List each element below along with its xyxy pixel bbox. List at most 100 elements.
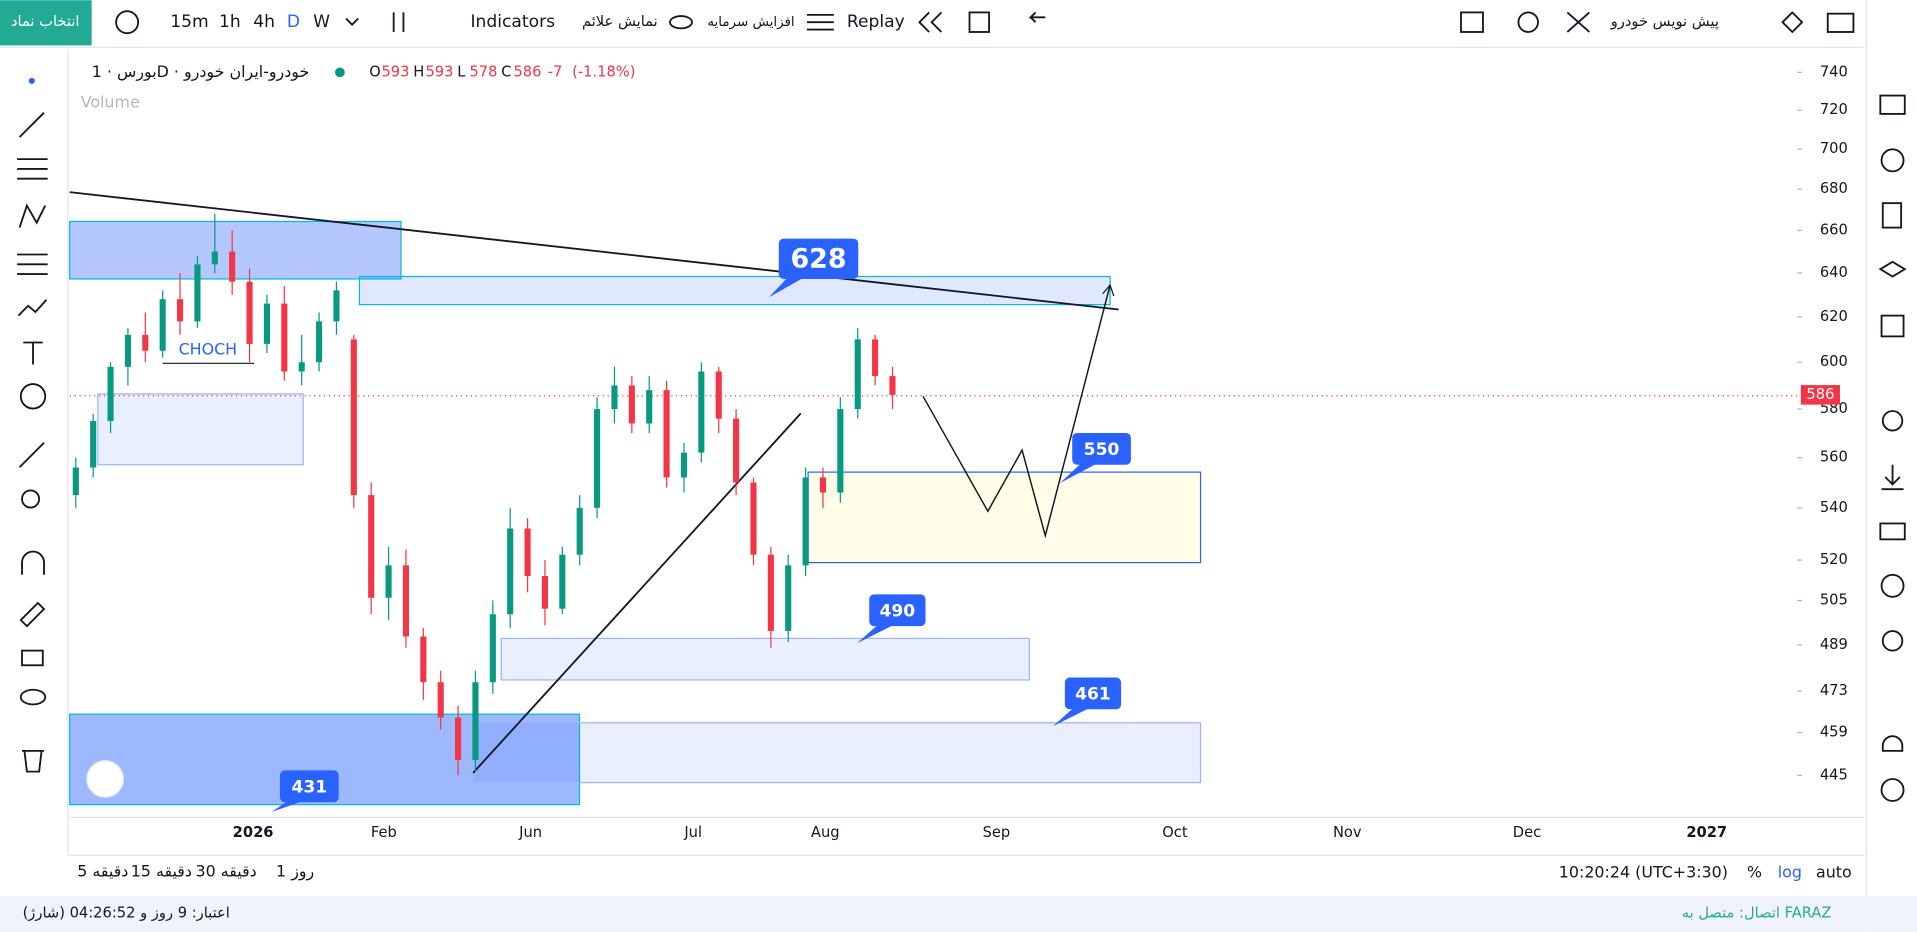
candle-body <box>750 482 757 555</box>
undo-icon[interactable] <box>1028 11 1046 23</box>
range-button[interactable]: 1 روز <box>276 861 314 881</box>
candle-body <box>72 467 79 496</box>
callout <box>1064 677 1122 710</box>
range-button[interactable]: 15 دقیقه <box>131 861 192 880</box>
layout-icon[interactable] <box>968 11 990 33</box>
signals-label[interactable]: نمایش علائم <box>582 13 658 30</box>
candle-body <box>177 299 184 322</box>
capital-label[interactable]: افزایش سرمایه <box>707 15 794 30</box>
top-icons <box>115 10 1855 35</box>
y-tick-label: 560 <box>1820 449 1848 466</box>
candle-body <box>368 495 375 598</box>
support-icon[interactable] <box>1880 778 1905 802</box>
range-button[interactable]: 5 دقیقه <box>77 861 128 880</box>
interval[interactable]: 4h <box>253 12 275 32</box>
symbol-button[interactable] <box>0 0 92 46</box>
alerts-icon[interactable] <box>1880 148 1905 173</box>
candle-body <box>246 281 253 344</box>
draft-label[interactable]: پیش نویس خودرو <box>1610 13 1719 30</box>
expand-icon[interactable] <box>1566 11 1590 33</box>
pattern-tool[interactable] <box>18 203 47 228</box>
candle-body <box>802 477 809 566</box>
zoom-tool[interactable] <box>21 489 41 509</box>
log-toggle[interactable]: log <box>1778 863 1802 882</box>
layers-icon[interactable] <box>1878 260 1907 278</box>
indicators-label[interactable]: Indicators <box>471 12 556 32</box>
news-icon[interactable] <box>1880 314 1905 338</box>
fib-tool[interactable] <box>17 158 48 180</box>
candle-body <box>889 376 896 395</box>
projection-tool[interactable] <box>17 299 48 317</box>
y-tick-label: 520 <box>1820 551 1848 568</box>
watchlist-icon[interactable] <box>1879 94 1906 115</box>
credit-status: اعتبار: 9 روز و 04:26:52 (شارژ) <box>23 904 230 921</box>
interval-dropdown[interactable] <box>345 17 359 26</box>
draw-lock-tool[interactable] <box>19 601 46 628</box>
range-button[interactable]: 30 دقیقه <box>195 861 256 880</box>
auto-toggle[interactable]: auto <box>1816 863 1852 882</box>
forecast-tool[interactable] <box>17 253 48 275</box>
interval[interactable]: 1h <box>219 12 241 32</box>
interval[interactable]: D <box>287 12 300 32</box>
snapshot-icon[interactable] <box>1826 12 1855 33</box>
candle-body <box>767 554 774 631</box>
percent-toggle[interactable]: % <box>1747 863 1762 882</box>
callout <box>1072 432 1131 465</box>
interval[interactable]: W <box>313 12 330 32</box>
card-icon[interactable] <box>1879 522 1906 541</box>
trend-tool[interactable] <box>18 112 45 138</box>
ohlc-value: 578 <box>469 63 497 80</box>
replay-label[interactable]: Replay <box>847 12 905 32</box>
hide-tool[interactable] <box>19 688 47 706</box>
user-icon[interactable] <box>1880 573 1905 598</box>
candle-body <box>819 477 827 493</box>
fullscreen-box-icon[interactable] <box>1460 11 1484 33</box>
volume-label: Volume <box>81 92 140 111</box>
share-icon[interactable] <box>1881 630 1904 652</box>
candle-body <box>594 409 601 508</box>
callout-label: 628 <box>790 243 846 274</box>
bell-icon[interactable] <box>1881 735 1904 752</box>
y-tick-label: 720 <box>1820 101 1848 118</box>
candle-body <box>211 251 218 265</box>
search-icon[interactable] <box>1517 11 1539 33</box>
change: -7 <box>548 63 563 80</box>
replay-icon[interactable] <box>918 11 943 33</box>
x-tick-label: Jul <box>683 824 702 841</box>
y-tick-label: 700 <box>1820 140 1848 157</box>
candle-body <box>472 682 479 760</box>
magnet-tool[interactable] <box>21 550 45 575</box>
download-icon[interactable] <box>1881 464 1904 491</box>
candle-body <box>698 371 705 453</box>
x-tick-label: Jun <box>518 824 542 841</box>
trend-line <box>472 412 802 774</box>
lock-tool[interactable] <box>21 649 44 667</box>
y-tick-label: 445 <box>1820 766 1848 783</box>
emoji-tool[interactable] <box>19 383 47 410</box>
interval[interactable]: 15m <box>170 12 208 32</box>
notes-icon[interactable] <box>1881 202 1903 229</box>
symbol-button-label[interactable]: انتخاب نماد <box>11 13 80 30</box>
zone <box>69 220 402 280</box>
zone <box>358 275 1111 306</box>
candle-body <box>854 339 861 410</box>
settings-top-icon[interactable] <box>1781 11 1804 34</box>
ruler-tool[interactable] <box>18 442 45 468</box>
callout <box>869 594 926 627</box>
candle-body <box>611 385 618 410</box>
signals-icon[interactable] <box>669 15 693 30</box>
cursor-tool[interactable] <box>28 77 35 84</box>
add-symbol-icon[interactable] <box>115 10 140 35</box>
status-bar <box>0 896 1917 932</box>
text-tool[interactable] <box>23 341 43 365</box>
y-tick-label: 505 <box>1820 591 1848 608</box>
trash-tool[interactable] <box>22 749 45 773</box>
chart-type-icon[interactable] <box>392 12 405 32</box>
callout <box>778 238 859 279</box>
ohlc-key: O <box>369 63 381 80</box>
settings-icon[interactable] <box>1881 410 1904 432</box>
capital-icon[interactable] <box>806 13 834 31</box>
candle-body <box>350 339 357 496</box>
projection-path <box>922 284 1111 539</box>
last-price-tag <box>1800 385 1840 405</box>
